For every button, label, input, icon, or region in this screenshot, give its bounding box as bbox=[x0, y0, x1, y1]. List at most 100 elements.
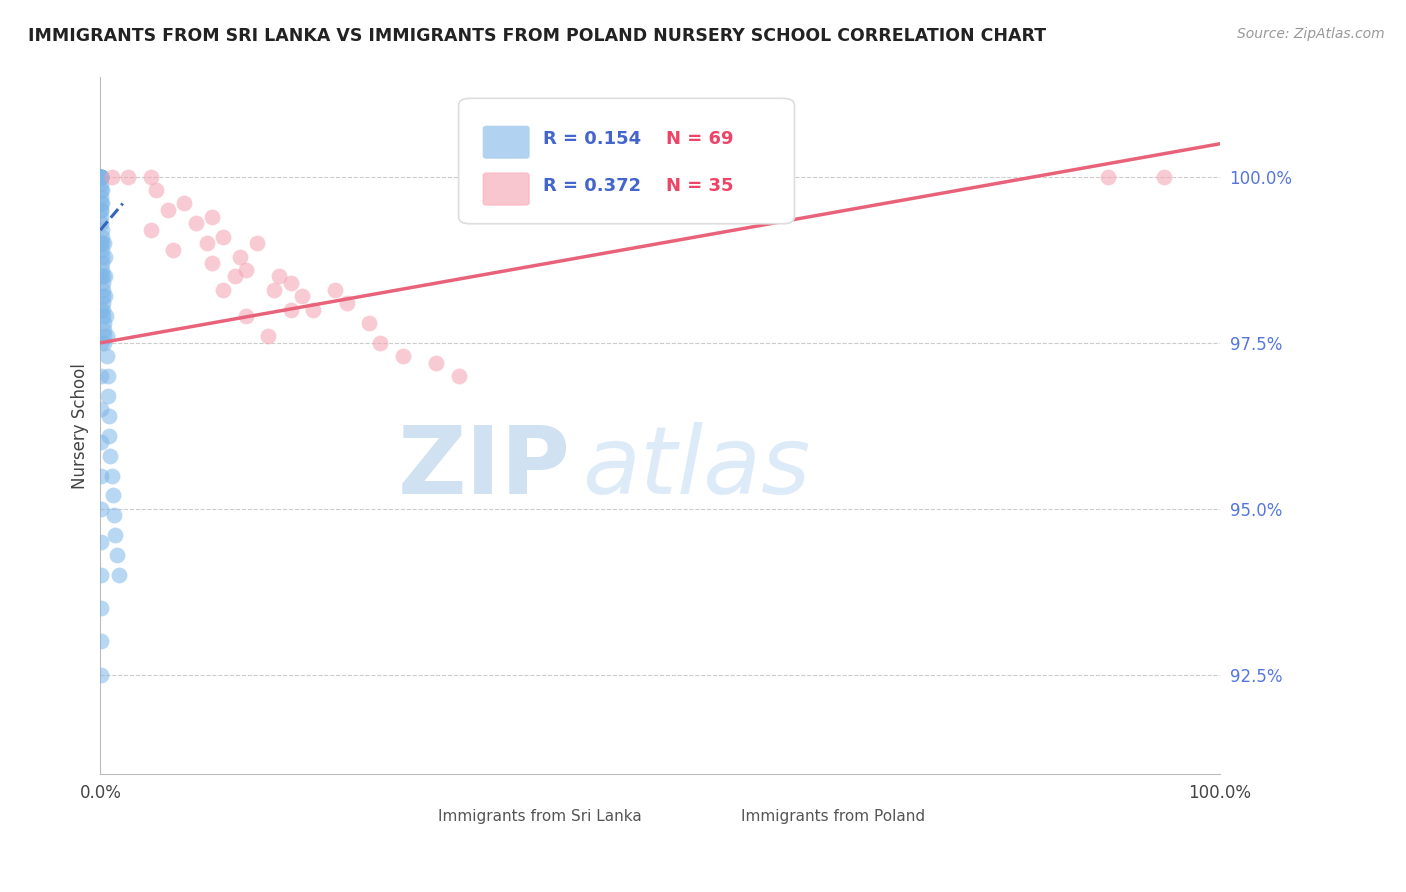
FancyBboxPatch shape bbox=[484, 126, 529, 158]
Point bbox=[235, 263, 257, 277]
Text: IMMIGRANTS FROM SRI LANKA VS IMMIGRANTS FROM POLAND NURSERY SCHOOL CORRELATION C: IMMIGRANTS FROM SRI LANKA VS IMMIGRANTS … bbox=[28, 27, 1046, 45]
Point bbox=[425, 356, 447, 370]
Point bbox=[302, 302, 325, 317]
Point bbox=[139, 169, 162, 184]
Point bbox=[90, 169, 112, 184]
Point bbox=[90, 203, 112, 218]
Point bbox=[91, 310, 114, 324]
Point bbox=[97, 369, 120, 384]
Point bbox=[90, 269, 112, 284]
Point bbox=[229, 250, 252, 264]
Point bbox=[94, 269, 117, 284]
Point bbox=[1097, 169, 1119, 184]
Point bbox=[156, 203, 179, 218]
Point bbox=[93, 236, 115, 251]
Text: ZIP: ZIP bbox=[398, 422, 571, 514]
Point bbox=[162, 243, 184, 257]
Text: Immigrants from Poland: Immigrants from Poland bbox=[741, 809, 925, 824]
Point bbox=[90, 203, 112, 218]
Point bbox=[96, 329, 118, 343]
Point bbox=[212, 283, 235, 297]
Point bbox=[357, 316, 380, 330]
Point bbox=[368, 335, 391, 350]
Point bbox=[90, 190, 112, 204]
Point bbox=[90, 501, 112, 516]
Point bbox=[90, 223, 112, 237]
Point bbox=[90, 236, 112, 251]
Point bbox=[195, 236, 218, 251]
Point bbox=[98, 428, 121, 442]
Point bbox=[1153, 169, 1175, 184]
Point bbox=[90, 435, 112, 450]
Point bbox=[91, 302, 114, 317]
Point bbox=[101, 488, 124, 502]
Point bbox=[91, 250, 114, 264]
Point bbox=[105, 548, 128, 562]
Point bbox=[90, 177, 112, 191]
Point bbox=[280, 276, 302, 290]
Point bbox=[91, 283, 114, 297]
Point bbox=[90, 183, 112, 197]
Point bbox=[325, 283, 347, 297]
Point bbox=[280, 302, 302, 317]
Point bbox=[91, 256, 114, 270]
Text: N = 69: N = 69 bbox=[665, 129, 733, 148]
Point bbox=[108, 568, 131, 582]
Point bbox=[117, 169, 139, 184]
FancyBboxPatch shape bbox=[458, 98, 794, 224]
Point bbox=[90, 468, 112, 483]
Point bbox=[224, 269, 246, 284]
Point bbox=[97, 389, 120, 403]
Point bbox=[263, 283, 285, 297]
Point bbox=[93, 322, 115, 336]
Point bbox=[90, 196, 112, 211]
FancyBboxPatch shape bbox=[703, 808, 735, 833]
Point bbox=[90, 335, 112, 350]
Point bbox=[91, 289, 114, 303]
Point bbox=[90, 369, 112, 384]
Point bbox=[100, 468, 122, 483]
Point bbox=[96, 349, 118, 363]
Point bbox=[94, 310, 117, 324]
Point bbox=[336, 296, 359, 310]
Point bbox=[90, 534, 112, 549]
Point bbox=[93, 329, 115, 343]
Point bbox=[201, 256, 224, 270]
Point bbox=[104, 528, 127, 542]
FancyBboxPatch shape bbox=[484, 173, 529, 205]
Point bbox=[257, 329, 280, 343]
Point bbox=[90, 169, 112, 184]
Point bbox=[291, 289, 314, 303]
Text: atlas: atlas bbox=[582, 422, 810, 513]
Point bbox=[212, 229, 235, 244]
Point bbox=[90, 196, 112, 211]
FancyBboxPatch shape bbox=[401, 808, 433, 833]
Point bbox=[269, 269, 291, 284]
Point bbox=[139, 223, 162, 237]
Point bbox=[235, 310, 257, 324]
Point bbox=[103, 508, 125, 523]
Text: R = 0.372: R = 0.372 bbox=[543, 177, 641, 194]
Point bbox=[93, 316, 115, 330]
Text: N = 35: N = 35 bbox=[665, 177, 733, 194]
Point bbox=[91, 296, 114, 310]
Point bbox=[90, 634, 112, 648]
Point bbox=[145, 183, 167, 197]
Point bbox=[90, 183, 112, 197]
Point bbox=[90, 169, 112, 184]
Point bbox=[94, 289, 117, 303]
Point bbox=[90, 402, 112, 417]
Point bbox=[93, 335, 115, 350]
Point bbox=[91, 269, 114, 284]
Point bbox=[100, 449, 122, 463]
Point bbox=[90, 216, 112, 230]
Point bbox=[91, 243, 114, 257]
Point bbox=[90, 169, 112, 184]
Point bbox=[90, 229, 112, 244]
Point bbox=[90, 210, 112, 224]
Text: R = 0.154: R = 0.154 bbox=[543, 129, 641, 148]
Point bbox=[91, 263, 114, 277]
Point bbox=[91, 276, 114, 290]
Point bbox=[246, 236, 269, 251]
Point bbox=[97, 409, 120, 423]
